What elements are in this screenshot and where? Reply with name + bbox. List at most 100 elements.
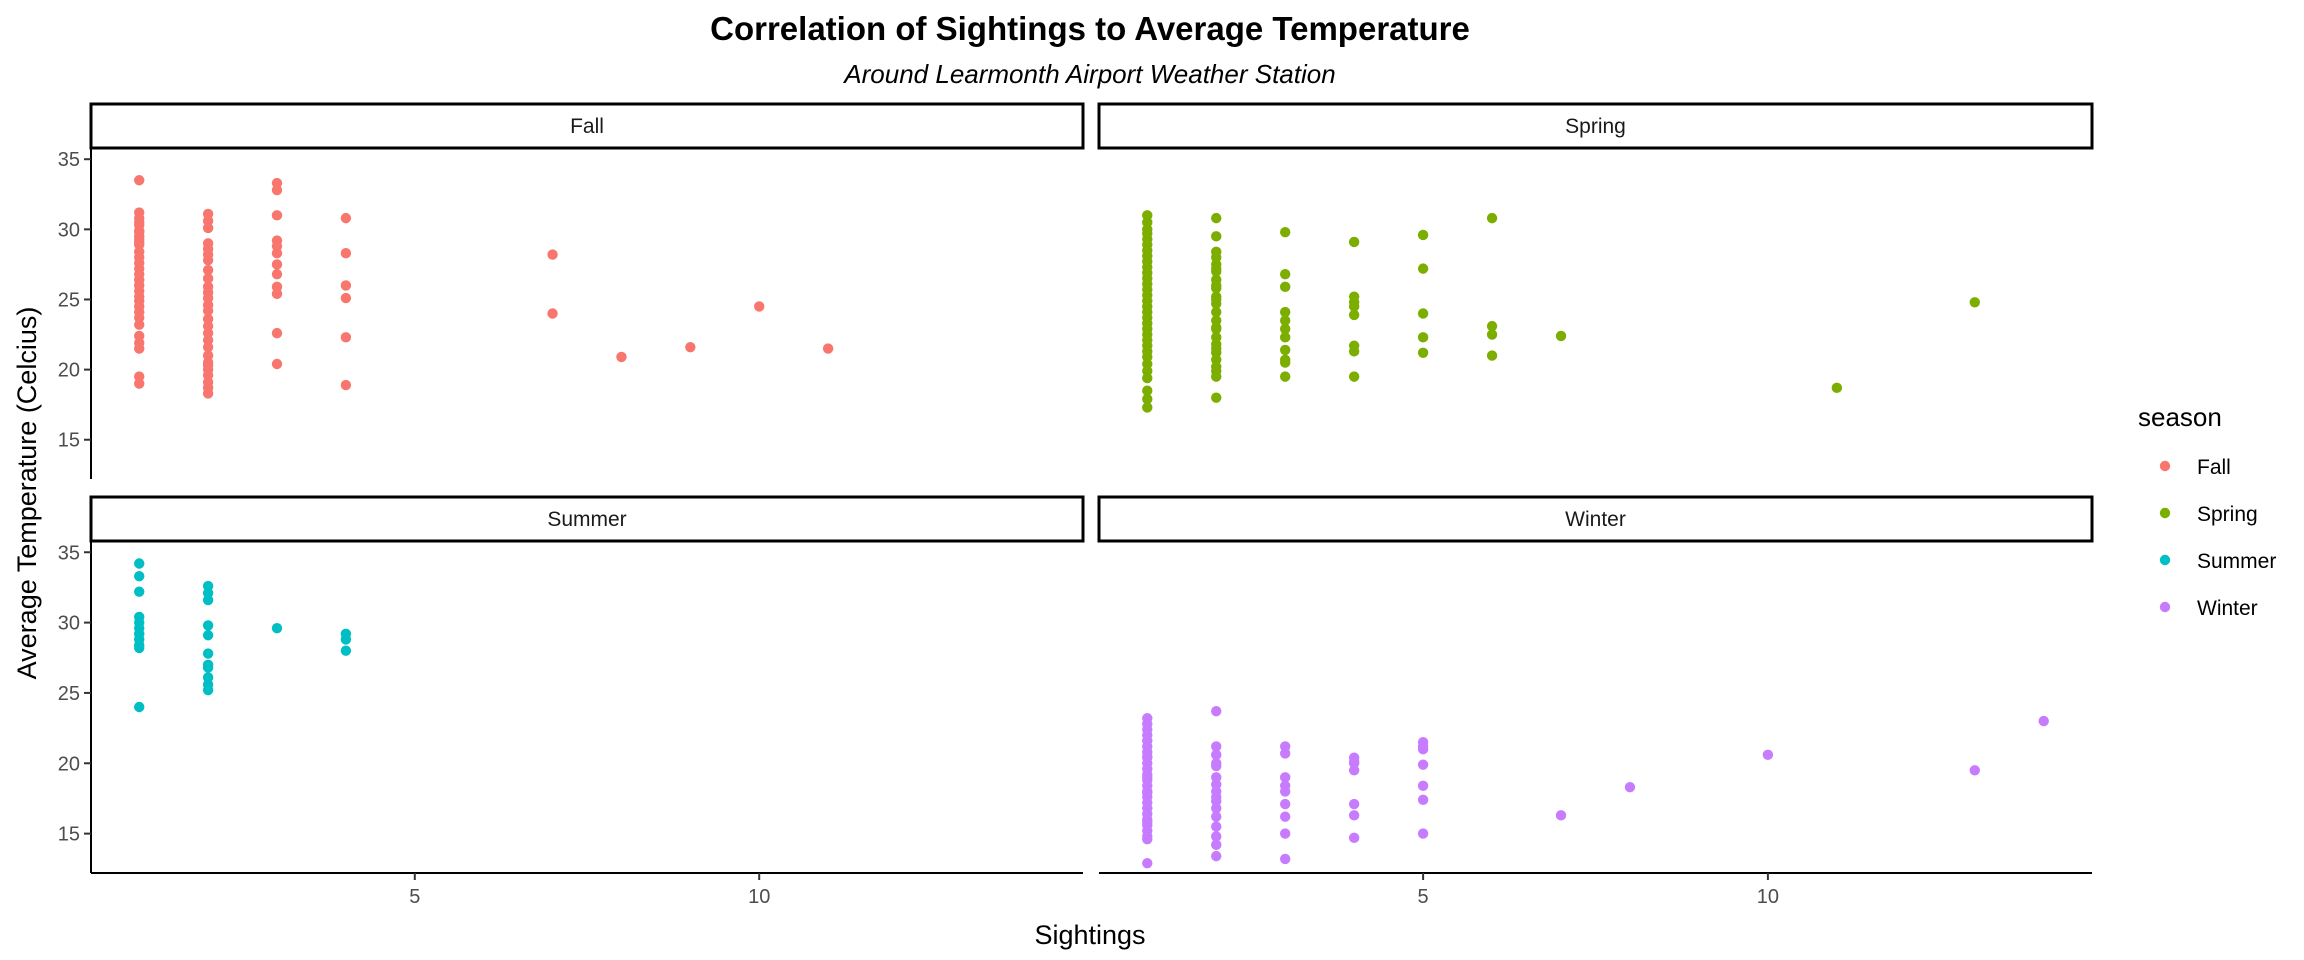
facet-strip — [89, 495, 1085, 543]
data-point — [1211, 306, 1222, 318]
panel-spring: Spring — [1097, 102, 2094, 413]
data-point — [271, 288, 283, 300]
data-point — [134, 586, 145, 597]
data-point — [340, 292, 352, 304]
y-tick-label: 30 — [58, 219, 80, 241]
data-point — [1211, 280, 1222, 291]
data-point — [1211, 831, 1222, 842]
data-point — [1417, 744, 1429, 755]
y-tick-label: 20 — [58, 360, 80, 382]
data-point — [1348, 371, 1360, 382]
data-point — [1348, 346, 1360, 357]
x-tick-label: 10 — [748, 886, 770, 908]
data-point — [1417, 794, 1429, 806]
facet-strip-label: Spring — [1565, 115, 1626, 138]
legend-key-spring — [2159, 507, 2171, 519]
legend-label-spring: Spring — [2197, 503, 2258, 526]
data-point — [1969, 297, 1980, 308]
legend-key-summer — [2159, 554, 2171, 566]
data-point — [1348, 309, 1360, 321]
data-point — [1486, 212, 1498, 224]
panel-winter: Winter 5 10 — [1097, 495, 2094, 908]
data-point — [271, 269, 283, 280]
data-point — [1211, 706, 1222, 717]
data-point — [202, 327, 214, 339]
x-tick-label: 5 — [409, 886, 420, 908]
data-point — [1486, 350, 1498, 361]
data-point — [271, 623, 283, 634]
data-point — [1211, 263, 1222, 274]
data-point — [134, 378, 145, 389]
data-point — [1279, 269, 1291, 280]
data-point — [1142, 772, 1153, 783]
data-point — [1211, 749, 1222, 761]
data-point — [547, 249, 558, 260]
data-point — [202, 659, 214, 670]
data-point — [202, 684, 214, 696]
data-point — [202, 305, 214, 316]
data-point — [1417, 347, 1429, 358]
y-tick-label: 25 — [58, 289, 80, 311]
y-tick-label: 35 — [58, 542, 80, 564]
data-point — [1279, 811, 1291, 822]
data-point — [340, 212, 352, 224]
legend-label-summer: Summer — [2197, 550, 2276, 573]
data-point — [340, 332, 352, 343]
data-point — [340, 247, 352, 259]
data-point — [1555, 330, 1567, 342]
data-point — [202, 630, 214, 641]
data-point — [271, 210, 283, 221]
data-point — [754, 301, 765, 312]
data-point — [202, 341, 214, 353]
data-point — [202, 648, 214, 659]
data-point — [822, 343, 834, 354]
data-point — [1142, 834, 1153, 845]
y-tick-label: 15 — [58, 824, 80, 846]
data-point — [134, 319, 145, 330]
data-point — [1279, 226, 1291, 238]
data-point — [340, 379, 352, 391]
y-axis-title: Average Temperature (Celcius) — [12, 307, 42, 680]
data-point — [134, 558, 145, 569]
data-point — [1211, 821, 1222, 832]
data-point — [1211, 791, 1222, 803]
legend: season Fall Spring Summer Winter — [2138, 402, 2276, 620]
panel-summer: Summer 15 20 25 30 35 5 10 — [58, 495, 1085, 908]
data-point — [134, 217, 145, 228]
data-point — [134, 701, 145, 713]
data-point — [1348, 756, 1360, 768]
y-tick-label: 15 — [58, 430, 80, 452]
data-point — [1417, 332, 1429, 343]
x-axis-title: Sightings — [1034, 920, 1145, 950]
data-point — [1211, 231, 1222, 242]
data-point — [1211, 322, 1222, 333]
data-point — [1211, 294, 1222, 305]
data-point — [134, 570, 145, 582]
data-point — [1762, 749, 1774, 761]
data-point — [271, 247, 283, 259]
data-point — [1417, 780, 1429, 791]
data-point — [271, 259, 283, 270]
y-tick-label: 25 — [58, 683, 80, 705]
data-point — [1279, 281, 1291, 293]
data-point — [1348, 765, 1360, 776]
data-point — [340, 634, 352, 645]
x-tick-label: 5 — [1418, 886, 1429, 908]
data-point — [1348, 301, 1360, 312]
data-point — [134, 175, 145, 186]
data-point — [1279, 344, 1291, 356]
data-point — [1211, 365, 1222, 377]
data-point — [202, 255, 214, 266]
data-point — [1142, 385, 1153, 396]
data-point — [1279, 748, 1291, 759]
y-tick-label: 20 — [58, 753, 80, 775]
x-tick-label: 10 — [1757, 886, 1779, 908]
data-point — [1279, 786, 1291, 797]
legend-key-winter — [2159, 601, 2171, 613]
data-point — [685, 341, 696, 353]
y-tick-label: 35 — [58, 149, 80, 171]
data-point — [202, 273, 214, 284]
data-point — [2038, 715, 2049, 727]
